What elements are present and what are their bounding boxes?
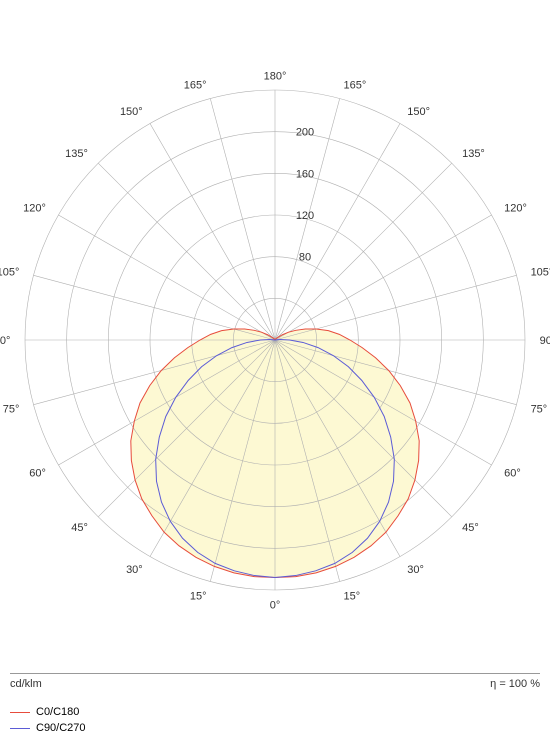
svg-text:165°: 165° — [184, 79, 207, 91]
legend-item: C0/C180 — [10, 706, 86, 718]
legend-label: C0/C180 — [36, 706, 79, 718]
svg-text:120: 120 — [296, 210, 314, 222]
legend-label: C90/C270 — [36, 722, 86, 734]
svg-text:80: 80 — [299, 252, 311, 264]
legend-item: C90/C270 — [10, 722, 86, 734]
svg-text:135°: 135° — [462, 148, 485, 160]
axis-bar: cd/klm η = 100 % — [10, 673, 540, 690]
svg-text:165°: 165° — [343, 79, 366, 91]
svg-text:150°: 150° — [407, 106, 430, 118]
svg-text:90°: 90° — [0, 335, 10, 347]
svg-text:200: 200 — [296, 127, 314, 139]
svg-text:75°: 75° — [531, 403, 548, 415]
svg-text:105°: 105° — [531, 267, 550, 279]
svg-text:160: 160 — [296, 168, 314, 180]
legend: C0/C180 C90/C270 — [10, 706, 86, 738]
legend-swatch-icon — [10, 728, 30, 729]
svg-text:30°: 30° — [407, 564, 424, 576]
svg-text:15°: 15° — [190, 591, 207, 603]
svg-text:135°: 135° — [65, 148, 88, 160]
svg-text:45°: 45° — [462, 522, 479, 534]
svg-text:90°: 90° — [540, 335, 550, 347]
svg-text:45°: 45° — [71, 522, 88, 534]
svg-text:15°: 15° — [343, 591, 360, 603]
svg-text:0°: 0° — [270, 600, 281, 612]
svg-text:150°: 150° — [120, 106, 143, 118]
svg-text:60°: 60° — [504, 467, 521, 479]
polar-chart: 80 120 160 200 0° 15° 15° 30° 30° 45° 45° 60° 60° 75°… — [0, 0, 550, 680]
svg-text:180°: 180° — [264, 70, 287, 82]
svg-text:120°: 120° — [504, 203, 527, 215]
chart-container: 80 120 160 200 0° 15° 15° 30° 30° 45° 45° 60° 60° 75°… — [0, 0, 550, 750]
svg-text:60°: 60° — [29, 467, 46, 479]
svg-text:120°: 120° — [23, 203, 46, 215]
unit-label: cd/klm — [10, 678, 42, 690]
svg-text:75°: 75° — [3, 403, 20, 415]
svg-text:105°: 105° — [0, 267, 19, 279]
efficiency-label: η = 100 % — [490, 678, 540, 690]
legend-swatch-icon — [10, 712, 30, 713]
svg-text:30°: 30° — [126, 564, 143, 576]
